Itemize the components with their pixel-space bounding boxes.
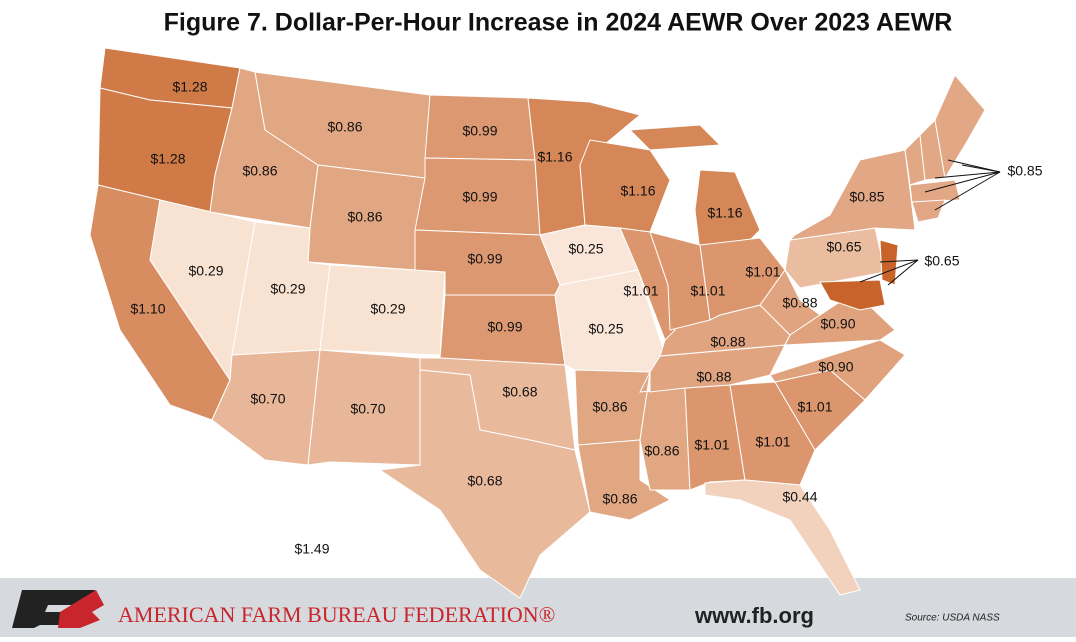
value-label: $1.28 (150, 151, 185, 167)
value-label: $0.70 (350, 401, 385, 417)
value-label: $0.99 (467, 251, 502, 267)
state-region (934, 74, 986, 180)
state-region (307, 349, 421, 466)
value-label: $0.29 (370, 301, 405, 317)
value-label: $0.29 (270, 281, 305, 297)
callout-line (934, 171, 1001, 179)
value-label: $0.99 (462, 123, 497, 139)
value-label: $0.44 (782, 489, 817, 505)
state-region (628, 124, 722, 151)
state-region (788, 149, 916, 241)
value-label: $0.85 (1007, 163, 1042, 179)
state-region (879, 239, 899, 286)
value-label: $0.70 (250, 391, 285, 407)
chart-title: Figure 7. Dollar-Per-Hour Increase in 20… (164, 9, 953, 37)
value-label: $0.25 (568, 241, 603, 257)
value-label: $0.86 (644, 443, 679, 459)
value-label: $0.68 (467, 473, 502, 489)
value-label: $0.25 (588, 321, 623, 337)
value-label: $0.90 (818, 359, 853, 375)
value-label: $0.86 (327, 119, 362, 135)
value-label: $1.49 (294, 541, 329, 557)
value-label: $1.16 (537, 149, 572, 165)
callout-line (934, 171, 1001, 211)
value-label: $0.86 (592, 399, 627, 415)
value-label: $0.29 (188, 263, 223, 279)
value-label: $0.88 (696, 369, 731, 385)
value-label: $0.86 (242, 163, 277, 179)
state-region (307, 164, 426, 271)
source-note: Source: USDA NASS (905, 613, 1000, 624)
value-label: $1.10 (130, 301, 165, 317)
logo (12, 590, 104, 628)
value-label: $1.01 (694, 437, 729, 453)
state-region (729, 381, 816, 486)
value-label: $0.88 (710, 334, 745, 350)
value-label: $0.85 (849, 189, 884, 205)
state-region (819, 279, 886, 311)
state-region (579, 139, 671, 233)
website: www.fb.org (694, 603, 814, 628)
value-label: $1.01 (755, 434, 790, 450)
state-region (319, 264, 446, 356)
value-label: $1.28 (172, 79, 207, 95)
state-region (911, 199, 946, 223)
value-label: $1.16 (707, 205, 742, 221)
value-label: $1.01 (745, 264, 780, 280)
value-label: $0.65 (924, 253, 959, 269)
footer-band (0, 578, 1076, 637)
callout-line (947, 159, 1001, 173)
value-label: $1.01 (690, 283, 725, 299)
state-region (909, 179, 961, 203)
state-region (649, 344, 786, 393)
callout-line (924, 171, 1001, 193)
organization-name: AMERICAN FARM BUREAU FEDERATION® (118, 602, 555, 627)
state-region (704, 479, 861, 596)
state-region (378, 369, 591, 599)
state-region (649, 231, 711, 331)
state-region (759, 269, 821, 336)
value-label: $0.99 (487, 319, 522, 335)
value-label: $0.86 (347, 209, 382, 225)
value-label: $1.01 (623, 283, 658, 299)
value-label: $0.86 (602, 491, 637, 507)
callout-line (859, 259, 919, 283)
value-label: $0.99 (462, 189, 497, 205)
value-label: $0.65 (826, 239, 861, 255)
callout-line (887, 259, 919, 286)
value-label: $0.90 (820, 316, 855, 332)
value-label: $0.88 (782, 295, 817, 311)
value-label: $1.01 (797, 399, 832, 415)
value-label: $0.68 (502, 384, 537, 400)
value-label: $1.16 (620, 183, 655, 199)
callout-line (879, 259, 919, 263)
